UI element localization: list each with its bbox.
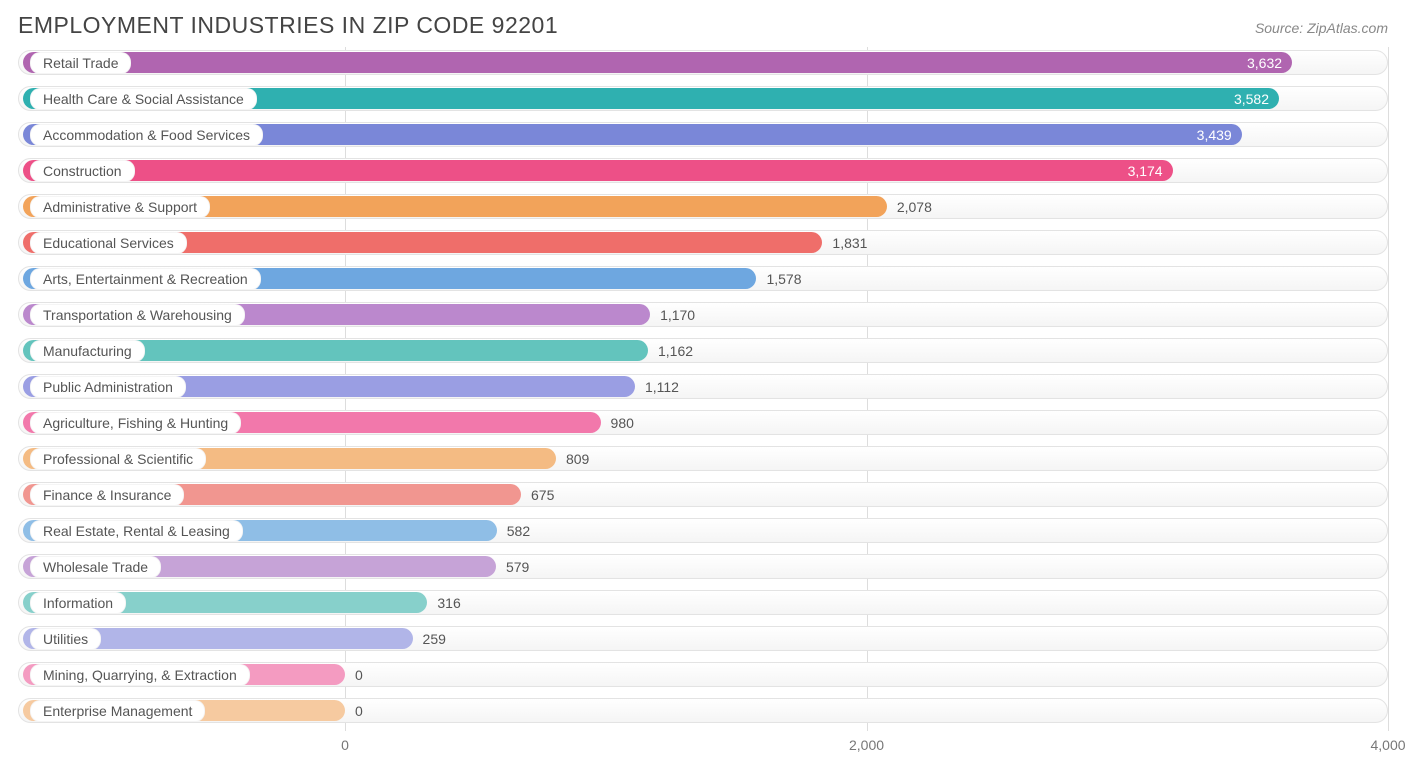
bar-row: Health Care & Social Assistance 3,582 xyxy=(18,83,1388,114)
category-label: Agriculture, Fishing & Hunting xyxy=(30,412,241,434)
value-label: 809 xyxy=(566,451,589,467)
value-label: 1,578 xyxy=(766,271,801,287)
category-label: Finance & Insurance xyxy=(30,484,184,506)
bar-row: Construction 3,174 xyxy=(18,155,1388,186)
bar-row: Information 316 xyxy=(18,587,1388,618)
category-label: Manufacturing xyxy=(30,340,145,362)
bar-row: Utilities 259 xyxy=(18,623,1388,654)
value-label: 579 xyxy=(506,559,529,575)
x-axis-tick-label: 4,000 xyxy=(1370,737,1405,753)
value-label: 1,831 xyxy=(832,235,867,251)
category-label: Information xyxy=(30,592,126,614)
x-axis: 02,0004,000 xyxy=(18,731,1388,761)
x-axis-tick-label: 2,000 xyxy=(849,737,884,753)
chart-title: EMPLOYMENT INDUSTRIES IN ZIP CODE 92201 xyxy=(18,12,558,39)
category-label: Utilities xyxy=(30,628,101,650)
category-label: Public Administration xyxy=(30,376,186,398)
bar-row: Professional & Scientific 809 xyxy=(18,443,1388,474)
bar-row: Retail Trade 3,632 xyxy=(18,47,1388,78)
bar xyxy=(23,52,1292,73)
value-label: 316 xyxy=(437,595,460,611)
value-label: 3,582 xyxy=(1234,91,1269,107)
value-label: 1,170 xyxy=(660,307,695,323)
chart-rows: Retail Trade 3,632 Health Care & Social As… xyxy=(18,47,1388,726)
chart-source: Source: ZipAtlas.com xyxy=(1255,20,1388,36)
value-label: 1,112 xyxy=(645,379,679,395)
value-label: 3,632 xyxy=(1247,55,1282,71)
value-label: 0 xyxy=(355,667,363,683)
bar-row: Finance & Insurance 675 xyxy=(18,479,1388,510)
category-label: Enterprise Management xyxy=(30,700,205,722)
bar xyxy=(23,160,1173,181)
category-label: Educational Services xyxy=(30,232,187,254)
category-label: Real Estate, Rental & Leasing xyxy=(30,520,243,542)
category-label: Wholesale Trade xyxy=(30,556,161,578)
bar-row: Wholesale Trade 579 xyxy=(18,551,1388,582)
category-label: Professional & Scientific xyxy=(30,448,206,470)
category-label: Administrative & Support xyxy=(30,196,210,218)
chart-area: Retail Trade 3,632 Health Care & Social As… xyxy=(18,47,1388,761)
category-label: Mining, Quarrying, & Extraction xyxy=(30,664,250,686)
bar-row: Enterprise Management 0 xyxy=(18,695,1388,726)
category-label: Transportation & Warehousing xyxy=(30,304,245,326)
value-label: 2,078 xyxy=(897,199,932,215)
bar-row: Educational Services 1,831 xyxy=(18,227,1388,258)
value-label: 259 xyxy=(423,631,446,647)
chart-header: EMPLOYMENT INDUSTRIES IN ZIP CODE 92201 … xyxy=(18,12,1388,39)
value-label: 582 xyxy=(507,523,530,539)
value-label: 3,439 xyxy=(1197,127,1232,143)
grid-line xyxy=(1388,47,1389,731)
category-label: Arts, Entertainment & Recreation xyxy=(30,268,261,290)
bar-row: Mining, Quarrying, & Extraction 0 xyxy=(18,659,1388,690)
value-label: 0 xyxy=(355,703,363,719)
bar-row: Transportation & Warehousing 1,170 xyxy=(18,299,1388,330)
value-label: 675 xyxy=(531,487,554,503)
category-label: Accommodation & Food Services xyxy=(30,124,263,146)
value-label: 980 xyxy=(611,415,634,431)
value-label: 1,162 xyxy=(658,343,693,359)
category-label: Health Care & Social Assistance xyxy=(30,88,257,110)
bar-row: Accommodation & Food Services 3,439 xyxy=(18,119,1388,150)
bar-row: Public Administration 1,112 xyxy=(18,371,1388,402)
bar-row: Agriculture, Fishing & Hunting 980 xyxy=(18,407,1388,438)
bar-row: Real Estate, Rental & Leasing 582 xyxy=(18,515,1388,546)
bar-row: Arts, Entertainment & Recreation 1,578 xyxy=(18,263,1388,294)
x-axis-tick-label: 0 xyxy=(341,737,349,753)
category-label: Construction xyxy=(30,160,135,182)
value-label: 3,174 xyxy=(1128,163,1163,179)
category-label: Retail Trade xyxy=(30,52,131,74)
bar-row: Administrative & Support 2,078 xyxy=(18,191,1388,222)
bar-row: Manufacturing 1,162 xyxy=(18,335,1388,366)
